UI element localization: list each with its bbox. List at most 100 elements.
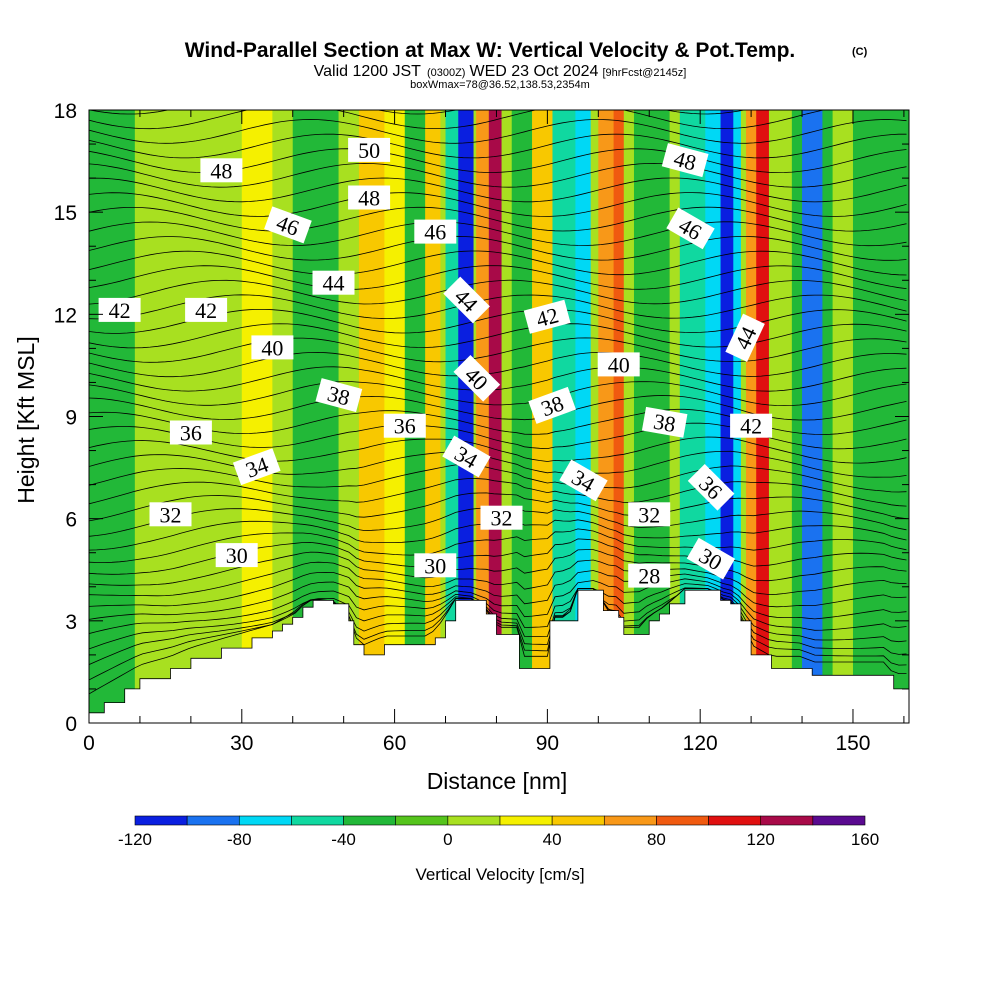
contour-label: 32 [638,502,660,527]
theta-contour [89,279,907,305]
colorbar-swatch [812,815,866,826]
theta-contour [89,570,907,608]
theta-contour [89,162,907,188]
contour-label-group: 44 [443,276,490,324]
theta-contour [89,221,907,247]
contour-label: 28 [638,564,660,589]
contour-label-group: 36 [383,413,426,439]
contour-label-box [523,299,571,334]
contour-label-box [232,448,281,486]
colorbar-tick-label: 80 [647,830,666,849]
contour-label: 38 [652,409,678,437]
velocity-band [613,110,624,723]
contour-label-group: 42 [523,299,571,334]
contour-label-group: 34 [232,448,281,486]
contour-label-group: 46 [264,206,312,244]
theta-contour [89,587,907,650]
contour-label-group: 32 [149,502,192,527]
contour-label-group: 28 [628,563,671,589]
velocity-band [134,110,171,723]
y-tick-label: 6 [65,509,77,532]
colorbar-swatch [291,815,344,826]
colorbar: -120 -80 -40 0 40 80 120 160 [118,815,879,849]
y-tick-label: 15 [54,202,77,225]
theta-contour [89,528,907,563]
contour-label-group: 42 [730,413,773,439]
colorbar-swatch [499,815,553,826]
contour-label-box [98,297,141,322]
contour-label-box [641,406,688,438]
theta-contour [89,119,907,144]
contour-label-box [597,352,640,377]
contour-label-group: 46 [414,219,457,245]
x-tick-label: 90 [536,732,559,755]
theta-contour [89,492,907,522]
contour-label-box [383,413,426,438]
x-axis-title: Distance [nm] [427,768,568,794]
colorbar-swatch [603,815,657,826]
contour-label-group: 42 [98,297,141,323]
velocity-band [802,110,823,723]
contour-label-box [686,537,736,580]
x-tick-label: 150 [835,732,870,755]
colorbar-swatch [186,815,240,826]
colorbar-swatch [760,815,814,826]
theta-contour [89,192,907,217]
x-tick-label: 60 [383,732,406,755]
x-tick-label: 30 [230,732,253,755]
contour-label-box [480,505,523,530]
contour-label: 42 [740,414,762,439]
contour-label-box [559,459,608,502]
contour-label-group: 32 [628,502,671,527]
contour-label-box [443,276,490,324]
contour-label: 40 [608,352,630,377]
y-tick-label: 18 [54,100,77,123]
contour-label-box [730,413,773,438]
theta-contour [89,583,907,634]
colorbar-tick-label: -40 [331,830,356,849]
y-tick-label: 3 [65,611,77,634]
colorbar-swatch [656,815,709,826]
y-axis-title: Height [Kft MSL] [13,336,39,503]
theta-contour [89,133,907,159]
contour-label-box [661,143,709,178]
theta-contour [89,422,907,450]
contour-label: 48 [358,186,380,211]
contour-label-box [185,297,228,322]
theta-contours [89,110,907,695]
contour-label: 30 [424,553,446,578]
theta-contour [89,351,907,378]
title-mark: (C) [852,46,868,58]
velocity-band [488,110,502,723]
contour-label-group: 48 [348,185,391,211]
colorbar-swatch [134,815,188,826]
contour-label: 50 [358,138,380,163]
contour-label-group: 42 [185,297,228,323]
y-tick-label: 12 [54,304,77,327]
terrain [89,589,909,723]
contour-label: 40 [261,335,283,360]
contour-label-box [666,207,715,250]
contour-label-group: 40 [251,335,294,360]
theta-contour [89,578,907,620]
contour-label: 32 [160,502,182,527]
contour-label-box [687,463,735,511]
contour-label-box [312,270,355,295]
contour-label-box [628,563,671,588]
x-tick-label: 120 [683,732,718,755]
theta-contour [89,294,907,320]
contour-label-box [414,219,457,244]
theta-contour [89,265,907,290]
contour-label-group: 38 [315,378,363,413]
contour-label: 32 [491,506,513,531]
contour-label-box [264,206,312,244]
contour-label-box [348,185,391,210]
contour-label-box [414,553,457,578]
contour-label: 46 [424,220,446,245]
theta-contour [89,380,907,407]
contour-label-group: 36 [687,463,735,511]
colorbar-tick-label: -120 [118,830,152,849]
